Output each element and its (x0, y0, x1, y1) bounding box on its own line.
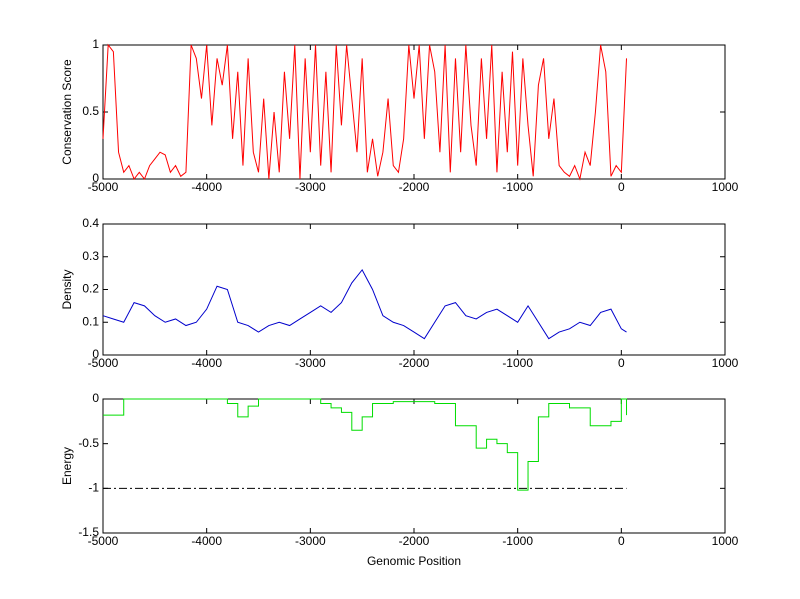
y-tick-label: 0.5 (82, 104, 99, 118)
y-axis-label: Density (60, 269, 74, 309)
x-tick-label: 0 (618, 534, 625, 548)
y-tick-label: 1 (92, 37, 99, 51)
x-tick-label: 1000 (712, 180, 739, 194)
data-line (102, 268, 627, 340)
data-line (102, 43, 628, 181)
x-tick-label: -2000 (399, 180, 430, 194)
y-tick-label: 0.4 (82, 216, 99, 230)
x-tick-label: 1000 (712, 534, 739, 548)
y-tick-label: 0 (92, 347, 99, 361)
x-tick-label: -1000 (502, 534, 533, 548)
y-tick-label: -1 (88, 481, 99, 495)
x-tick-label: -5000 (88, 356, 119, 370)
x-tick-label: -2000 (399, 356, 430, 370)
x-tick-label: -1000 (502, 180, 533, 194)
x-tick-label: 0 (618, 356, 625, 370)
y-tick-label: 0.2 (82, 282, 99, 296)
x-tick-label: -5000 (88, 534, 119, 548)
x-tick-label: -4000 (191, 180, 222, 194)
y-tick-label: 0 (92, 391, 99, 405)
y-tick-label: 0.3 (82, 249, 99, 263)
x-tick-label: 1000 (712, 356, 739, 370)
x-tick-label: -1000 (502, 356, 533, 370)
axes-box (102, 223, 726, 356)
y-tick-label: 0.1 (82, 314, 99, 328)
x-tick-label: 0 (618, 180, 625, 194)
x-tick-label: -3000 (295, 356, 326, 370)
x-axis-label: Genomic Position (367, 554, 461, 568)
y-tick-label: -0.5 (78, 436, 99, 450)
y-tick-label: 0 (92, 171, 99, 185)
x-tick-label: -2000 (399, 534, 430, 548)
data-line (103, 398, 628, 491)
x-tick-label: -4000 (191, 534, 222, 548)
axes-box (102, 44, 726, 180)
y-axis-label: Energy (60, 447, 74, 485)
x-tick-label: -3000 (295, 534, 326, 548)
y-axis-label: Conservation Score (60, 59, 74, 165)
y-tick-label: -1.5 (78, 525, 99, 539)
x-tick-label: -4000 (191, 356, 222, 370)
axes-box (102, 398, 726, 534)
x-tick-label: -5000 (88, 180, 119, 194)
x-tick-label: -3000 (295, 180, 326, 194)
